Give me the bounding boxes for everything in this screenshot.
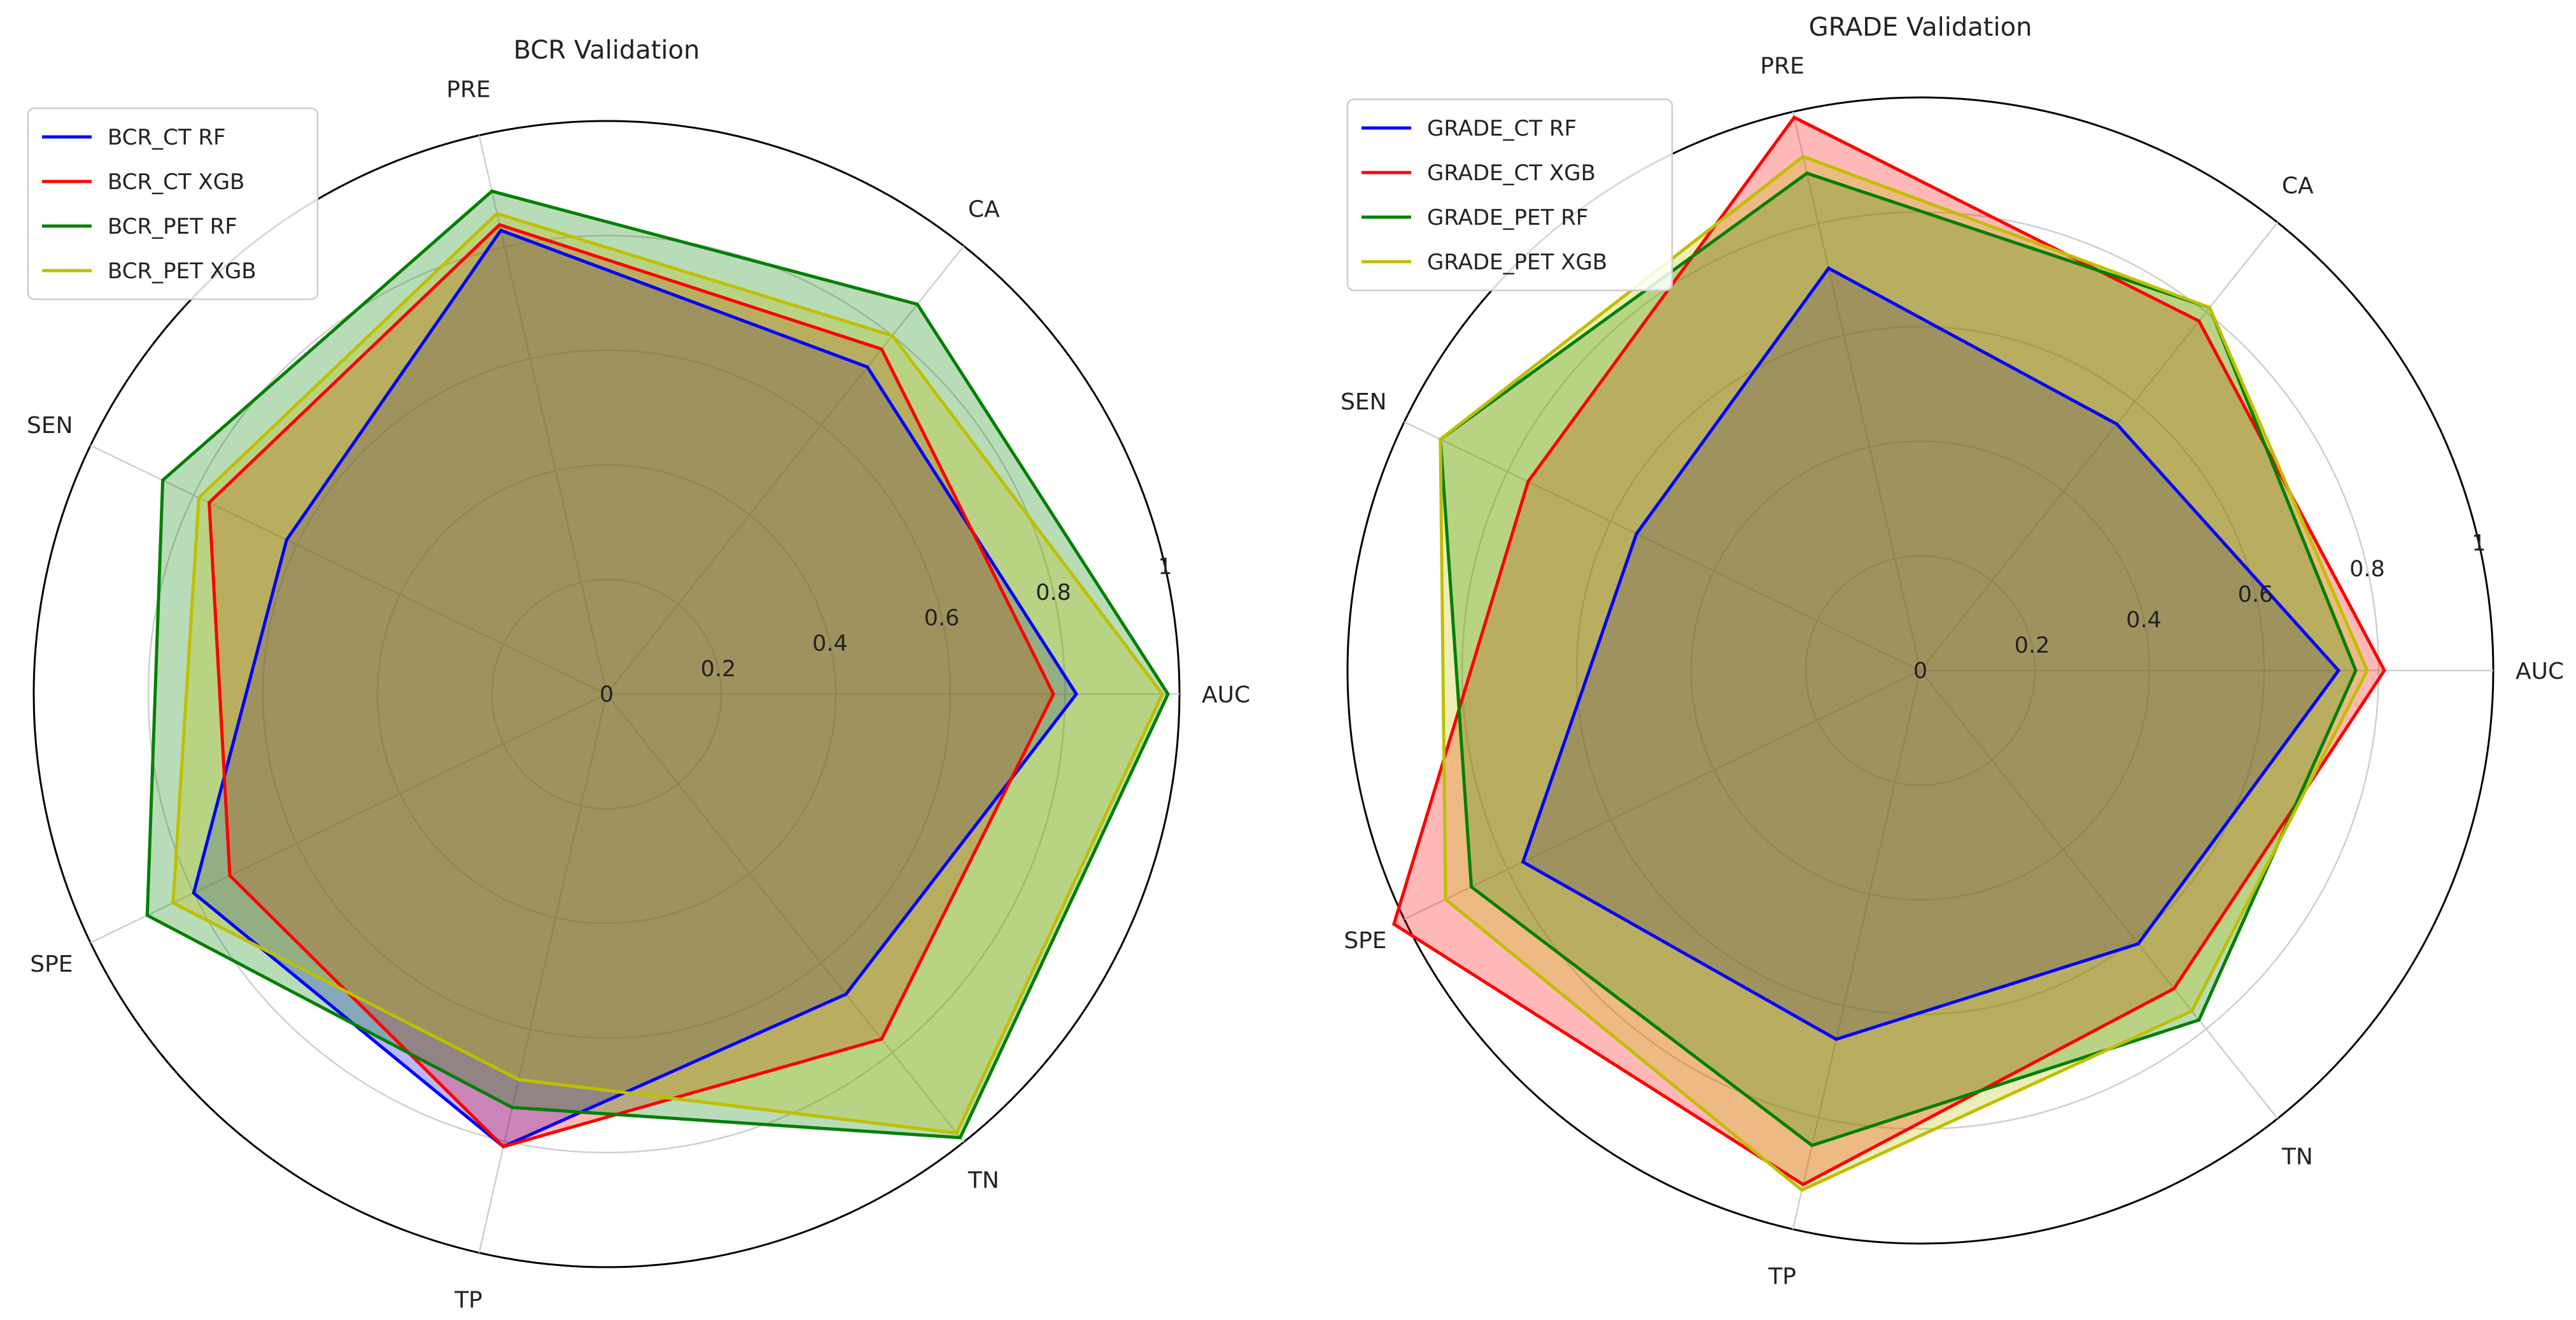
bcr-axis-label-sen: SEN: [27, 413, 73, 439]
grade-rtick-label: 0.4: [2126, 607, 2162, 633]
bcr-rticks: 0 0.2 0.4 0.6 0.8 1: [600, 555, 1172, 707]
bcr-spoke: [478, 135, 608, 695]
grade-axis-label-tp: TP: [1768, 1264, 1796, 1290]
grade-spoke: [1404, 669, 1921, 920]
bcr-axis-label-spe: SPE: [30, 951, 73, 977]
bcr-rtick-label: 0.4: [812, 631, 848, 656]
bcr-series-line: [192, 228, 1079, 1149]
grade-radar-chart: 0 0.2 0.4 0.6 0.8 1 AUC CA PRE SEN SPE TP TN: [1341, 53, 2564, 1289]
bcr-spoke: [90, 693, 607, 944]
bcr-category-labels: AUC CA PRE SEN SPE TP TN: [27, 76, 1250, 1313]
bcr-series: [145, 189, 1170, 1149]
grade-spoke: [1792, 670, 1922, 1230]
bcr-series-area: [147, 191, 1168, 1138]
bcr-rtick-label: 0: [600, 682, 614, 707]
grade-legend: GRADE_CT RF GRADE_CT XGB GRADE_PET RF GRADE…: [1346, 98, 1673, 292]
bcr-series-line: [208, 223, 1055, 1149]
grade-series-line: [1391, 115, 2386, 1187]
bcr-legend-label: BCR_PET RF: [108, 214, 237, 239]
bcr-axis-label-auc: AUC: [1202, 682, 1250, 708]
grade-spoke: [1792, 111, 1922, 671]
grade-rtick-label: 0.2: [2015, 633, 2050, 658]
bcr-series-line: [145, 189, 1170, 1140]
grade-spoke: [1920, 222, 2279, 671]
grade-chart-title: GRADE Validation: [1809, 13, 2032, 42]
bcr-legend-label: BCR_CT XGB: [108, 169, 244, 195]
bcr-rtick-label: 0.8: [1036, 580, 1071, 606]
grade-axis-label-tn: TN: [2281, 1144, 2313, 1170]
bcr-axis-label-pre: PRE: [446, 76, 490, 103]
grade-series-area: [1393, 117, 2384, 1185]
grade-series-area: [1440, 156, 2367, 1191]
bcr-legend-label: BCR_PET XGB: [108, 259, 257, 284]
grade-axis-label-ca: CA: [2282, 173, 2314, 199]
grade-rtick-label: 1: [2472, 531, 2486, 557]
bcr-legend-box: [27, 107, 319, 301]
grade-spoke: [1404, 421, 1921, 672]
bcr-rtick-label: 0.6: [924, 606, 960, 631]
grade-series-line: [1521, 266, 2341, 1041]
bcr-axis-label-ca: CA: [968, 197, 1000, 223]
bcr-legend: BCR_CT RF BCR_CT XGB BCR_PET RF BCR_PET XGB: [27, 107, 319, 301]
grade-grid: [1346, 96, 2495, 1245]
bcr-chart-title: BCR Validation: [514, 36, 700, 65]
bcr-rtick-label: 1: [1158, 555, 1172, 580]
grade-rtick-label: 0: [1913, 658, 1927, 684]
grade-axis-label-spe: SPE: [1344, 928, 1386, 954]
grade-rtick-label: 0.6: [2238, 582, 2274, 607]
bcr-series-line: [171, 211, 1164, 1135]
bcr-legend-label: BCR_CT RF: [108, 125, 226, 150]
grade-spoke: [1920, 670, 2279, 1119]
grade-rtick-label: 0.8: [2349, 557, 2385, 582]
bcr-radar-chart: 0 0.2 0.4 0.6 0.8 1 AUC CA PRE SEN SPE TP TN: [27, 76, 1250, 1313]
grade-category-labels: AUC CA PRE SEN SPE TP TN: [1341, 53, 2564, 1289]
grade-rticks: 0 0.2 0.4 0.6 0.8 1: [1913, 531, 2486, 684]
grade-series-area: [1523, 268, 2339, 1040]
bcr-spoke: [606, 693, 965, 1143]
bcr-series-area: [209, 224, 1054, 1147]
bcr-spoke: [90, 444, 607, 695]
grade-series-line: [1439, 154, 2369, 1192]
grade-axis-label-sen: SEN: [1341, 389, 1387, 415]
bcr-axis-label-tp: TP: [454, 1288, 482, 1314]
grade-axis-label-auc: AUC: [2516, 658, 2564, 685]
grade-legend-label: GRADE_PET XGB: [1427, 250, 1607, 275]
grade-series-line: [1439, 171, 2358, 1147]
bcr-series-area: [194, 230, 1076, 1147]
grade-series-area: [1440, 173, 2356, 1146]
grade-legend-label: GRADE_PET RF: [1427, 205, 1588, 231]
bcr-rtick-label: 0.2: [701, 656, 736, 682]
bcr-axis-label-tn: TN: [968, 1167, 999, 1193]
grade-series: [1391, 115, 2386, 1192]
grade-axis-label-pre: PRE: [1760, 53, 1804, 79]
grade-legend-label: GRADE_CT XGB: [1427, 160, 1596, 186]
bcr-spoke: [478, 693, 608, 1253]
grade-legend-box: [1346, 98, 1673, 292]
bcr-spoke: [606, 245, 965, 695]
grade-legend-label: GRADE_CT RF: [1427, 116, 1577, 141]
bcr-grid: [32, 120, 1181, 1268]
